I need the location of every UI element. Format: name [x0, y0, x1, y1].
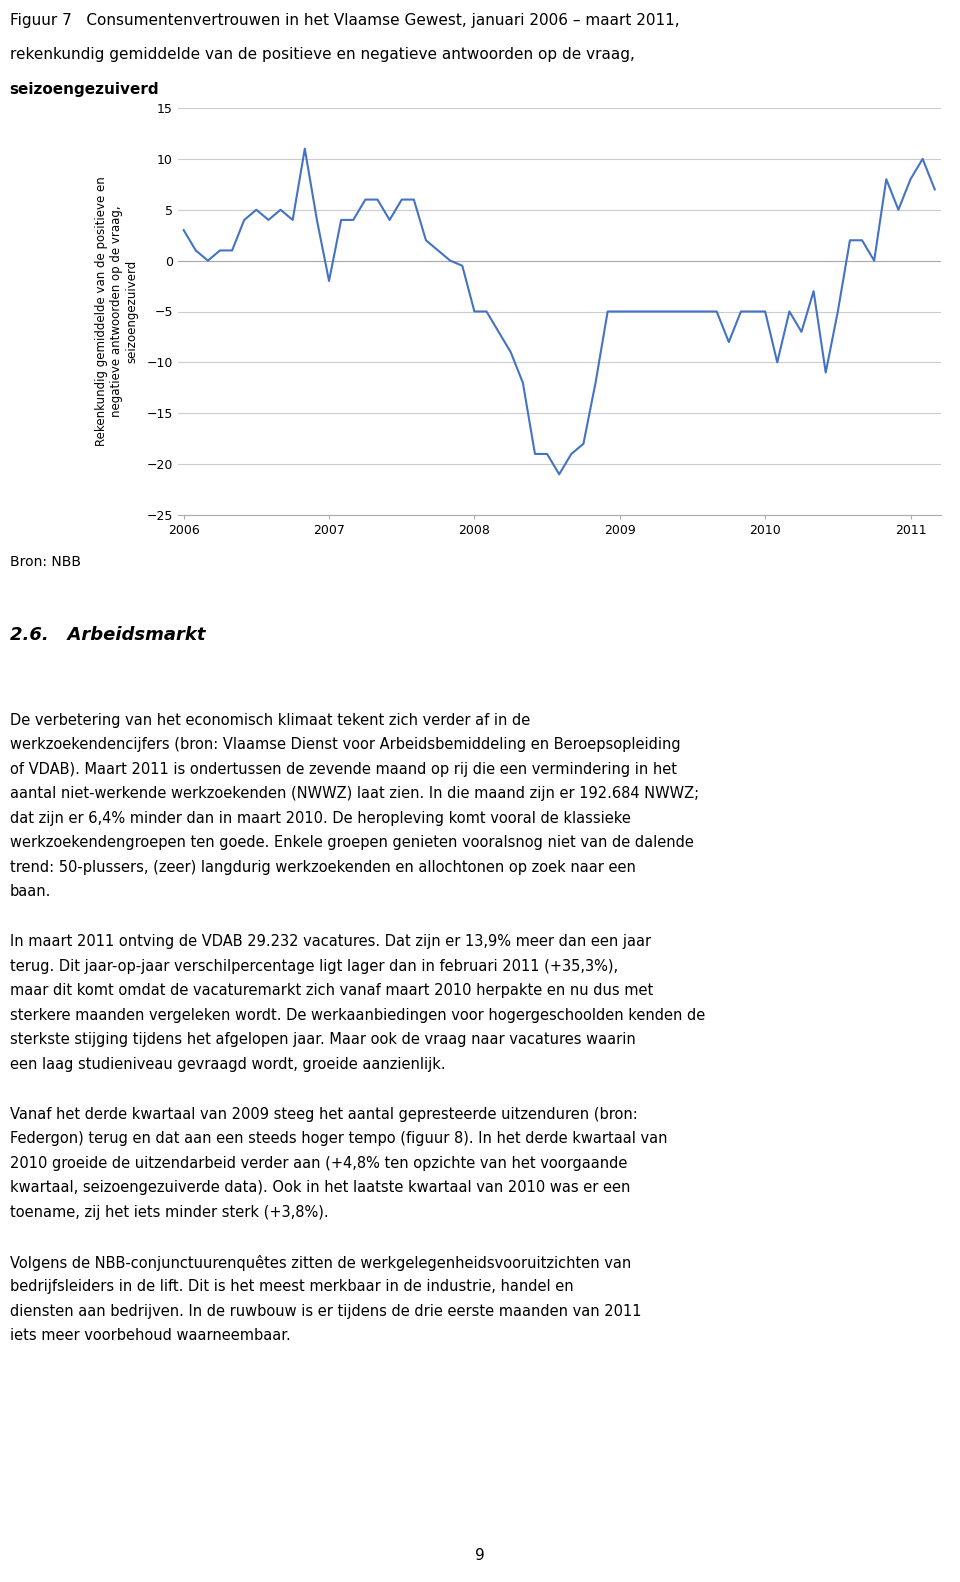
Text: Figuur 7   Consumentenvertrouwen in het Vlaamse Gewest, januari 2006 – maart 201: Figuur 7 Consumentenvertrouwen in het Vl…: [10, 13, 680, 27]
Text: Vanaf het derde kwartaal van 2009 steeg het aantal gepresteerde uitzenduren (bro: Vanaf het derde kwartaal van 2009 steeg …: [10, 1107, 637, 1122]
Text: trend: 50-plussers, (zeer) langdurig werkzoekenden en allochtonen op zoek naar e: trend: 50-plussers, (zeer) langdurig wer…: [10, 861, 636, 875]
Text: een laag studieniveau gevraagd wordt, groeide aanzienlijk.: een laag studieniveau gevraagd wordt, gr…: [10, 1057, 445, 1073]
Text: Volgens de NBB-conjunctuurenquêtes zitten de werkgelegenheidsvooruitzichten van: Volgens de NBB-conjunctuurenquêtes zitte…: [10, 1255, 631, 1270]
Text: 9: 9: [475, 1549, 485, 1563]
Text: seizoengezuiverd: seizoengezuiverd: [10, 82, 159, 97]
Text: werkzoekendengroepen ten goede. Enkele groepen genieten vooralsnog niet van de d: werkzoekendengroepen ten goede. Enkele g…: [10, 835, 693, 851]
Text: De verbetering van het economisch klimaat tekent zich verder af in de: De verbetering van het economisch klimaa…: [10, 713, 530, 728]
Text: of VDAB). Maart 2011 is ondertussen de zevende maand op rij die een vermindering: of VDAB). Maart 2011 is ondertussen de z…: [10, 763, 677, 777]
Text: In maart 2011 ontving de VDAB 29.232 vacatures. Dat zijn er 13,9% meer dan een j: In maart 2011 ontving de VDAB 29.232 vac…: [10, 935, 651, 949]
Text: maar dit komt omdat de vacaturemarkt zich vanaf maart 2010 herpakte en nu dus me: maar dit komt omdat de vacaturemarkt zic…: [10, 984, 653, 998]
Text: aantal niet-werkende werkzoekenden (NWWZ) laat zien. In die maand zijn er 192.68: aantal niet-werkende werkzoekenden (NWWZ…: [10, 786, 699, 802]
Text: toename, zij het iets minder sterk (+3,8%).: toename, zij het iets minder sterk (+3,8…: [10, 1205, 328, 1220]
Text: 2010 groeide de uitzendarbeid verder aan (+4,8% ten opzichte van het voorgaande: 2010 groeide de uitzendarbeid verder aan…: [10, 1156, 627, 1171]
Text: rekenkundig gemiddelde van de positieve en negatieve antwoorden op de vraag,: rekenkundig gemiddelde van de positieve …: [10, 47, 635, 62]
Text: kwartaal, seizoengezuiverde data). Ook in het laatste kwartaal van 2010 was er e: kwartaal, seizoengezuiverde data). Ook i…: [10, 1180, 630, 1196]
Text: dat zijn er 6,4% minder dan in maart 2010. De heropleving komt vooral de klassie: dat zijn er 6,4% minder dan in maart 201…: [10, 812, 631, 826]
Text: iets meer voorbehoud waarneembaar.: iets meer voorbehoud waarneembaar.: [10, 1329, 290, 1343]
Text: werkzoekendencijfers (bron: Vlaamse Dienst voor Arbeidsbemiddeling en Beroepsopl: werkzoekendencijfers (bron: Vlaamse Dien…: [10, 737, 681, 753]
Text: terug. Dit jaar-op-jaar verschilpercentage ligt lager dan in februari 2011 (+35,: terug. Dit jaar-op-jaar verschilpercenta…: [10, 959, 617, 975]
Text: Bron: NBB: Bron: NBB: [10, 555, 81, 568]
Text: Federgon) terug en dat aan een steeds hoger tempo (figuur 8). In het derde kwart: Federgon) terug en dat aan een steeds ho…: [10, 1131, 667, 1147]
Text: bedrijfsleiders in de lift. Dit is het meest merkbaar in de industrie, handel en: bedrijfsleiders in de lift. Dit is het m…: [10, 1280, 573, 1294]
Text: 2.6.   Arbeidsmarkt: 2.6. Arbeidsmarkt: [10, 626, 205, 644]
Text: baan.: baan.: [10, 884, 51, 900]
Text: sterkere maanden vergeleken wordt. De werkaanbiedingen voor hogergeschoolden ken: sterkere maanden vergeleken wordt. De we…: [10, 1008, 705, 1024]
Text: diensten aan bedrijven. In de ruwbouw is er tijdens de drie eerste maanden van 2: diensten aan bedrijven. In de ruwbouw is…: [10, 1304, 641, 1319]
Text: sterkste stijging tijdens het afgelopen jaar. Maar ook de vraag naar vacatures w: sterkste stijging tijdens het afgelopen …: [10, 1033, 636, 1047]
Y-axis label: Rekenkundig gemiddelde van de positieve en
negatieve antwoorden op de vraag,
sei: Rekenkundig gemiddelde van de positieve …: [95, 177, 138, 446]
